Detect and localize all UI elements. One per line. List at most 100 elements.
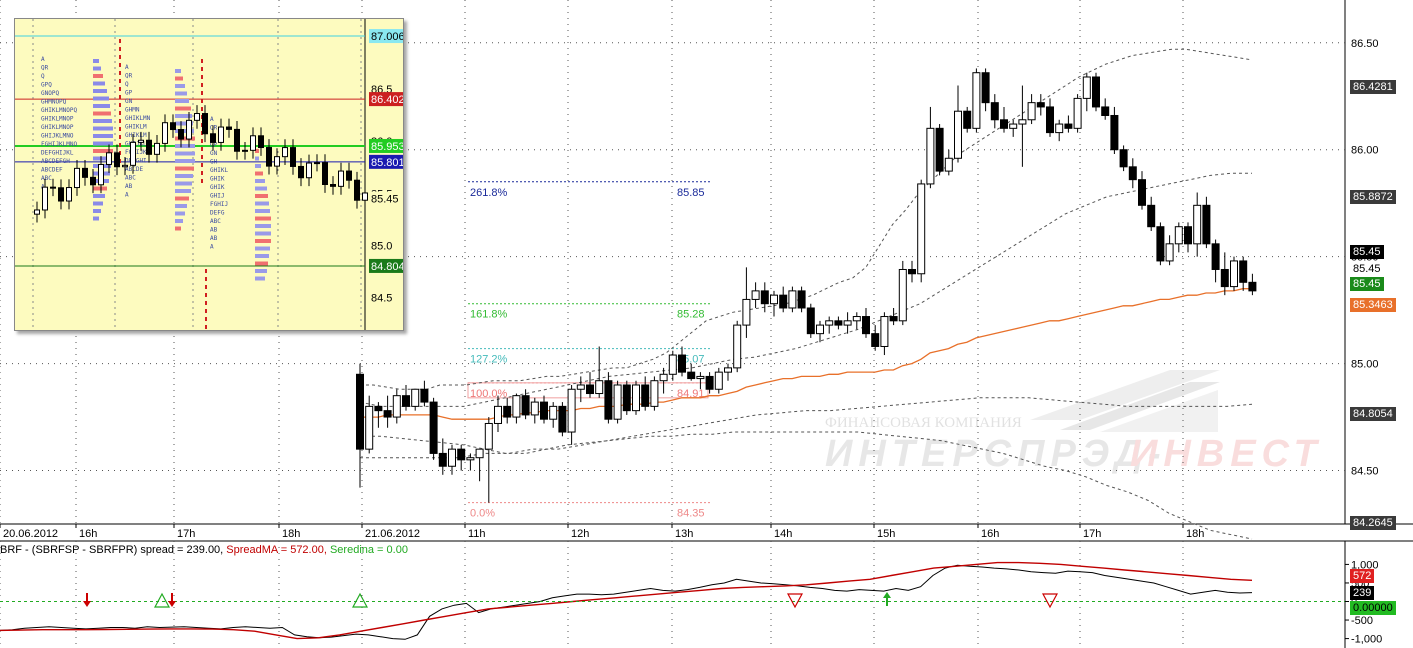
profile-letters: ABC bbox=[210, 218, 221, 225]
candle bbox=[595, 346, 604, 398]
profile-bar bbox=[93, 194, 105, 198]
candle bbox=[760, 282, 769, 313]
profile-letters: GP bbox=[125, 90, 133, 97]
profile-bar bbox=[255, 201, 269, 206]
candle bbox=[374, 402, 383, 428]
profile-bar bbox=[255, 246, 270, 251]
candle bbox=[1193, 192, 1202, 257]
profile-bar bbox=[255, 171, 263, 176]
candle bbox=[604, 372, 613, 424]
profile-bar bbox=[175, 181, 192, 186]
svg-text:85.953: 85.953 bbox=[371, 141, 404, 153]
candle bbox=[411, 388, 420, 411]
profile-bar bbox=[93, 156, 112, 161]
profile-marker bbox=[119, 87, 121, 91]
fib-value-label: 84.35 bbox=[677, 508, 705, 520]
profile-letters: DEFGHI bbox=[125, 158, 147, 165]
profile-marker bbox=[119, 127, 121, 131]
profile-letters: GHMN bbox=[125, 107, 140, 114]
profile-bar bbox=[255, 179, 265, 183]
candle bbox=[1101, 98, 1110, 120]
profile-letters: DEFGHIJKL bbox=[41, 150, 74, 157]
profile-marker bbox=[119, 103, 121, 107]
profile-letters: GHIK bbox=[210, 184, 225, 191]
candle bbox=[448, 444, 456, 475]
profile-marker bbox=[205, 277, 207, 281]
profile-bar bbox=[255, 194, 268, 198]
profile-bar bbox=[93, 111, 111, 116]
candle bbox=[567, 384, 576, 445]
profile-bar bbox=[93, 59, 99, 63]
inset-candle bbox=[330, 183, 336, 187]
profile-letters: ABC bbox=[41, 175, 52, 182]
candle bbox=[503, 397, 512, 424]
candle bbox=[530, 397, 539, 424]
sell-arrow-icon bbox=[83, 593, 91, 607]
profile-letters: DEFG bbox=[210, 210, 225, 217]
profile-marker bbox=[119, 39, 121, 43]
inset-candle bbox=[266, 147, 272, 167]
candle bbox=[1220, 252, 1229, 296]
inset-candle bbox=[34, 209, 40, 215]
profile-bar bbox=[93, 81, 105, 86]
candle bbox=[586, 372, 594, 398]
inset-candle bbox=[82, 167, 88, 178]
profile-bar bbox=[175, 174, 193, 178]
market-profile-inset[interactable]: 87.086.586.085.585.084.5AAAQRQRQRQQQGPQG… bbox=[14, 18, 404, 331]
inset-candle bbox=[258, 135, 264, 149]
candle bbox=[1230, 256, 1238, 291]
profile-letters: FGHIJKLMNO bbox=[41, 141, 78, 148]
candle bbox=[641, 376, 650, 411]
profile-letters: GHIK bbox=[210, 176, 225, 183]
candle bbox=[1073, 94, 1082, 133]
candle bbox=[917, 179, 926, 283]
candle bbox=[898, 260, 907, 326]
profile-bar bbox=[255, 149, 259, 153]
candle bbox=[880, 312, 889, 356]
candle bbox=[1211, 239, 1220, 283]
profile-letters: QR bbox=[210, 125, 218, 132]
triangle-down-icon bbox=[1041, 593, 1059, 609]
profile-letters: ABCDEFGH bbox=[41, 158, 70, 165]
profile-letters: QR bbox=[125, 73, 133, 80]
profile-marker bbox=[119, 47, 121, 51]
profile-marker bbox=[119, 95, 121, 99]
candle bbox=[1092, 72, 1100, 112]
inset-candle bbox=[90, 176, 96, 186]
inset-candle bbox=[138, 139, 144, 143]
candle bbox=[420, 380, 429, 407]
candle bbox=[1174, 222, 1183, 253]
inset-y-label: 85.0 bbox=[371, 240, 392, 252]
profile-bar bbox=[175, 166, 194, 171]
indicator-value-tag: 572 bbox=[1350, 569, 1375, 583]
profile-bar bbox=[93, 66, 101, 71]
price-tag: 85.45 bbox=[1350, 245, 1384, 259]
profile-bar bbox=[255, 239, 271, 243]
triangle-up-icon bbox=[351, 592, 369, 608]
profile-bar bbox=[255, 254, 269, 258]
profile-letters: A bbox=[41, 56, 45, 63]
time-axis: 20.06.2012 16h 17h 18h 21.06.2012 11h 12h 13h 14… bbox=[0, 524, 1204, 540]
inset-candle bbox=[74, 167, 80, 189]
profile-letters: A bbox=[210, 116, 214, 123]
profile-bar bbox=[175, 136, 195, 141]
svg-text:84.804: 84.804 bbox=[371, 261, 404, 273]
y-tick-label: 85.00 bbox=[1351, 359, 1379, 371]
watermark-line2b: ИНВЕСТ bbox=[1130, 433, 1323, 475]
candle bbox=[383, 395, 392, 428]
profile-bar bbox=[93, 216, 99, 221]
profile-marker bbox=[205, 309, 207, 313]
fib-percent-label: 261.8% bbox=[470, 187, 508, 199]
profile-letters: GHIKLMNOP bbox=[41, 116, 74, 123]
x-tick-label: 17h bbox=[1083, 528, 1101, 540]
inset-candle bbox=[338, 170, 344, 187]
indicator-value-tag: 0.00000 bbox=[1350, 601, 1396, 615]
watermark-line1: ФИНАНСОВАЯ КОМПАНИЯ bbox=[825, 415, 1022, 431]
inset-candle bbox=[202, 113, 208, 135]
candle bbox=[862, 307, 870, 338]
profile-marker bbox=[201, 179, 203, 183]
profile-bar bbox=[175, 121, 193, 126]
profile-letters: A bbox=[210, 244, 214, 251]
candlesticks bbox=[356, 68, 1257, 503]
profile-bar bbox=[93, 209, 101, 213]
